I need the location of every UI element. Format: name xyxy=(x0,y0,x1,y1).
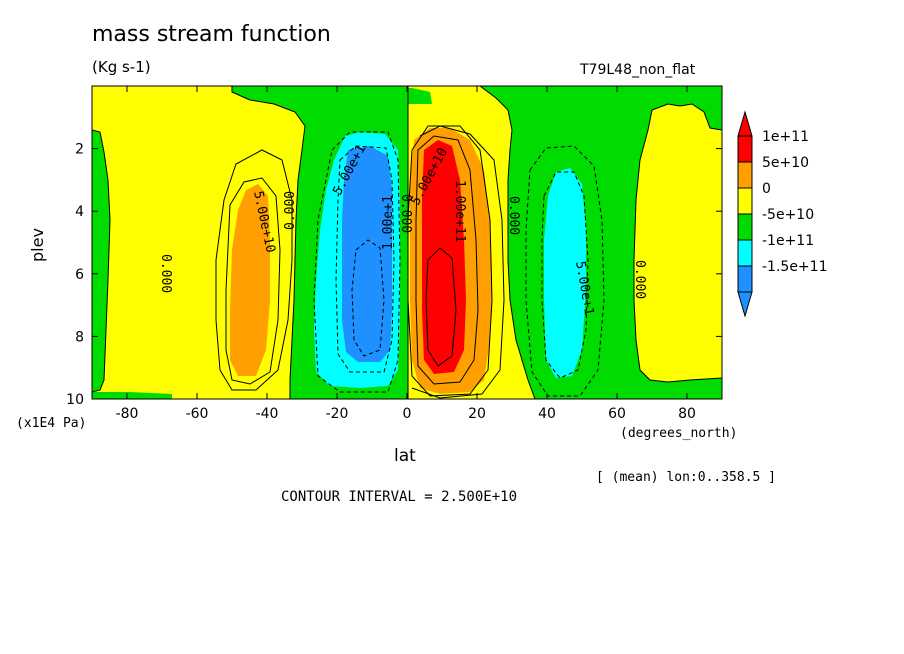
contour-line xyxy=(231,86,306,399)
x-tick-label: 0 xyxy=(403,406,412,422)
contour-label: 0.000 xyxy=(158,254,173,293)
contour-line xyxy=(411,125,505,399)
colorbar-label: 1e+11 xyxy=(762,129,809,145)
contour-line xyxy=(92,129,111,393)
contour-lines xyxy=(92,86,722,399)
colorbar-swatch xyxy=(737,213,753,241)
contour-line xyxy=(335,145,395,373)
contour-line xyxy=(415,135,479,385)
chart-title: mass stream function xyxy=(92,22,331,47)
x-tick-label: 80 xyxy=(678,406,696,422)
colorbar-label: -1.5e+11 xyxy=(762,259,827,275)
y-axis-unit: (x1E4 Pa) xyxy=(16,416,87,431)
fill-cyan-northern-ferrel xyxy=(544,168,586,378)
colorbar-arrow-top xyxy=(737,110,753,137)
run-name: T79L48_non_flat xyxy=(580,62,696,78)
fill-orange-southern-ferrel xyxy=(230,184,270,376)
x-axis-ticks: -80 -60 -40 -20 0 20 40 60 80 xyxy=(116,86,696,422)
fill-green-south-polar-strip xyxy=(92,392,172,399)
colorbar: 1e+11 5e+10 0 -5e+10 -1e+11 -1.5e+11 xyxy=(737,110,827,318)
colorbar-swatch xyxy=(737,265,753,293)
y-axis-ticks: 2 4 6 8 10 xyxy=(66,142,722,408)
y-tick-label: 10 xyxy=(66,392,84,408)
colorbar-label: 0 xyxy=(762,181,771,197)
contour-label: 0.000 xyxy=(632,260,647,299)
y-tick-label: 2 xyxy=(75,142,84,158)
contour-label: 1.00e+1 xyxy=(381,195,396,250)
x-tick-label: 60 xyxy=(608,406,626,422)
colorbar-swatch xyxy=(737,239,753,267)
fill-green-south-polar xyxy=(92,130,110,392)
x-tick-label: 40 xyxy=(538,406,556,422)
y-tick-label: 6 xyxy=(75,267,84,283)
contour-line xyxy=(633,103,722,383)
colorbar-swatch xyxy=(737,187,753,215)
colorbar-arrow-bottom xyxy=(737,291,753,318)
averaging-note: [ (mean) lon:0..358.5 ] xyxy=(596,470,777,485)
x-axis-label: lat xyxy=(394,446,416,466)
contour-line xyxy=(215,149,293,391)
contour-label: 0.000 xyxy=(283,191,298,230)
x-tick-label: -60 xyxy=(186,406,209,422)
filled-contours: 5.00e+10 0.000 5.00e+1 1.00e+1 0.000 5.0… xyxy=(92,86,722,399)
colorbar-swatch xyxy=(737,161,753,189)
contour-line xyxy=(479,86,536,399)
fill-red-northern-hadley xyxy=(422,140,466,374)
colorbar-swatch xyxy=(737,135,753,163)
colorbar-label: 5e+10 xyxy=(762,155,809,171)
contour-line xyxy=(425,247,457,367)
contour-interval: CONTOUR INTERVAL = 2.500E+10 xyxy=(281,489,518,505)
x-tick-label: -20 xyxy=(326,406,349,422)
colorbar-label: -5e+10 xyxy=(762,207,814,223)
colorbar-label: -1e+11 xyxy=(762,233,814,249)
contour-line xyxy=(541,171,589,379)
chart-units: (Kg s-1) xyxy=(92,58,151,76)
fill-green-north-extratropics xyxy=(480,86,722,399)
contour-line xyxy=(313,131,401,393)
contour-label: 0.000 xyxy=(506,196,521,235)
x-tick-label: -40 xyxy=(256,406,279,422)
x-tick-label: -80 xyxy=(116,406,139,422)
contour-label: 1.00e+11 xyxy=(452,180,467,243)
contour-line xyxy=(525,145,605,397)
fill-green-top-north xyxy=(386,86,432,104)
x-tick-label: 20 xyxy=(468,406,486,422)
fill-blue-southern-hadley xyxy=(342,146,392,362)
contour-label: 0.000 xyxy=(398,194,413,233)
x-axis-unit: (degrees_north) xyxy=(620,426,738,441)
y-tick-label: 8 xyxy=(75,329,84,345)
y-tick-label: 4 xyxy=(75,204,84,220)
contour-line xyxy=(225,177,281,385)
